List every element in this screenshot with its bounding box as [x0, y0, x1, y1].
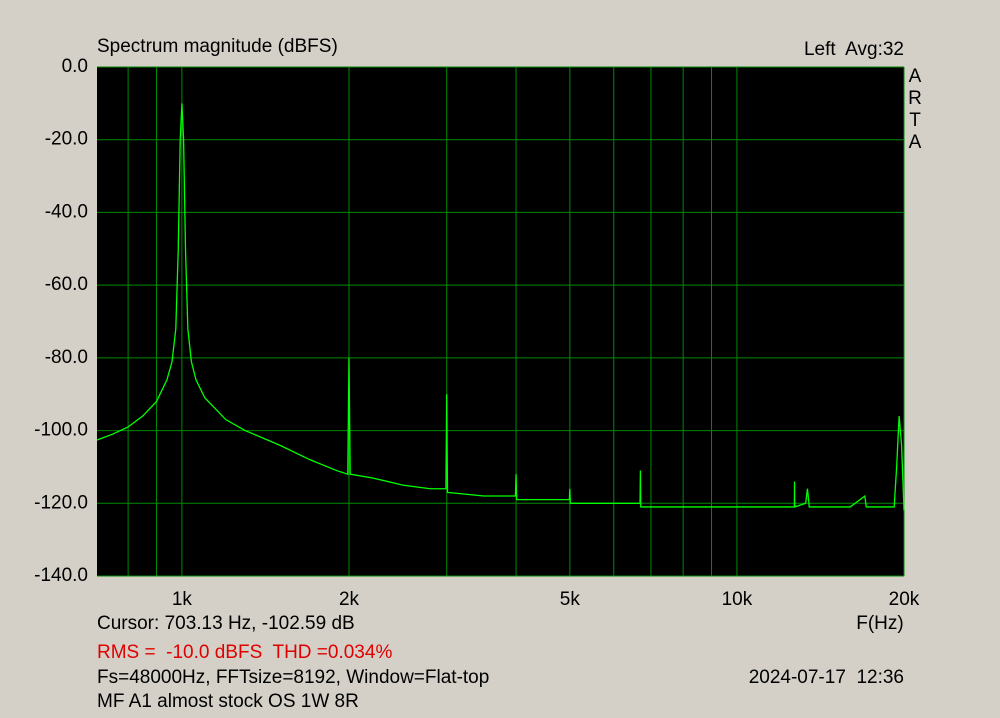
x-tick-label: 20k [889, 589, 920, 610]
cursor-readout: Cursor: 703.13 Hz, -102.59 dB [97, 613, 355, 634]
x-tick-label: 10k [722, 589, 753, 610]
watermark: ARTA [908, 66, 922, 153]
x-tick-label: 5k [560, 589, 581, 610]
x-tick-label: 2k [339, 589, 360, 610]
y-tick-label: -20.0 [45, 129, 88, 150]
description: MF A1 almost stock OS 1W 8R [97, 691, 359, 712]
y-tick-label: -120.0 [34, 492, 88, 513]
y-tick-label: -140.0 [34, 565, 88, 586]
settings: Fs=48000Hz, FFTsize=8192, Window=Flat-to… [97, 667, 489, 688]
x-tick-label: 1k [172, 589, 193, 610]
timestamp: 2024-07-17 12:36 [749, 667, 904, 688]
plot-area [97, 67, 904, 576]
y-tick-label: -40.0 [45, 201, 88, 222]
y-tick-label: 0.0 [62, 56, 88, 77]
y-tick-label: -60.0 [45, 274, 88, 295]
spectrum-line [96, 103, 905, 511]
rms-thd: RMS = -10.0 dBFS THD =0.034% [97, 642, 392, 663]
y-tick-label: -100.0 [34, 420, 88, 441]
y-tick-label: -80.0 [45, 347, 88, 368]
x-axis-label: F(Hz) [856, 613, 903, 634]
channel-info: Left Avg:32 [804, 39, 904, 60]
chart-title: Spectrum magnitude (dBFS) [97, 36, 338, 57]
